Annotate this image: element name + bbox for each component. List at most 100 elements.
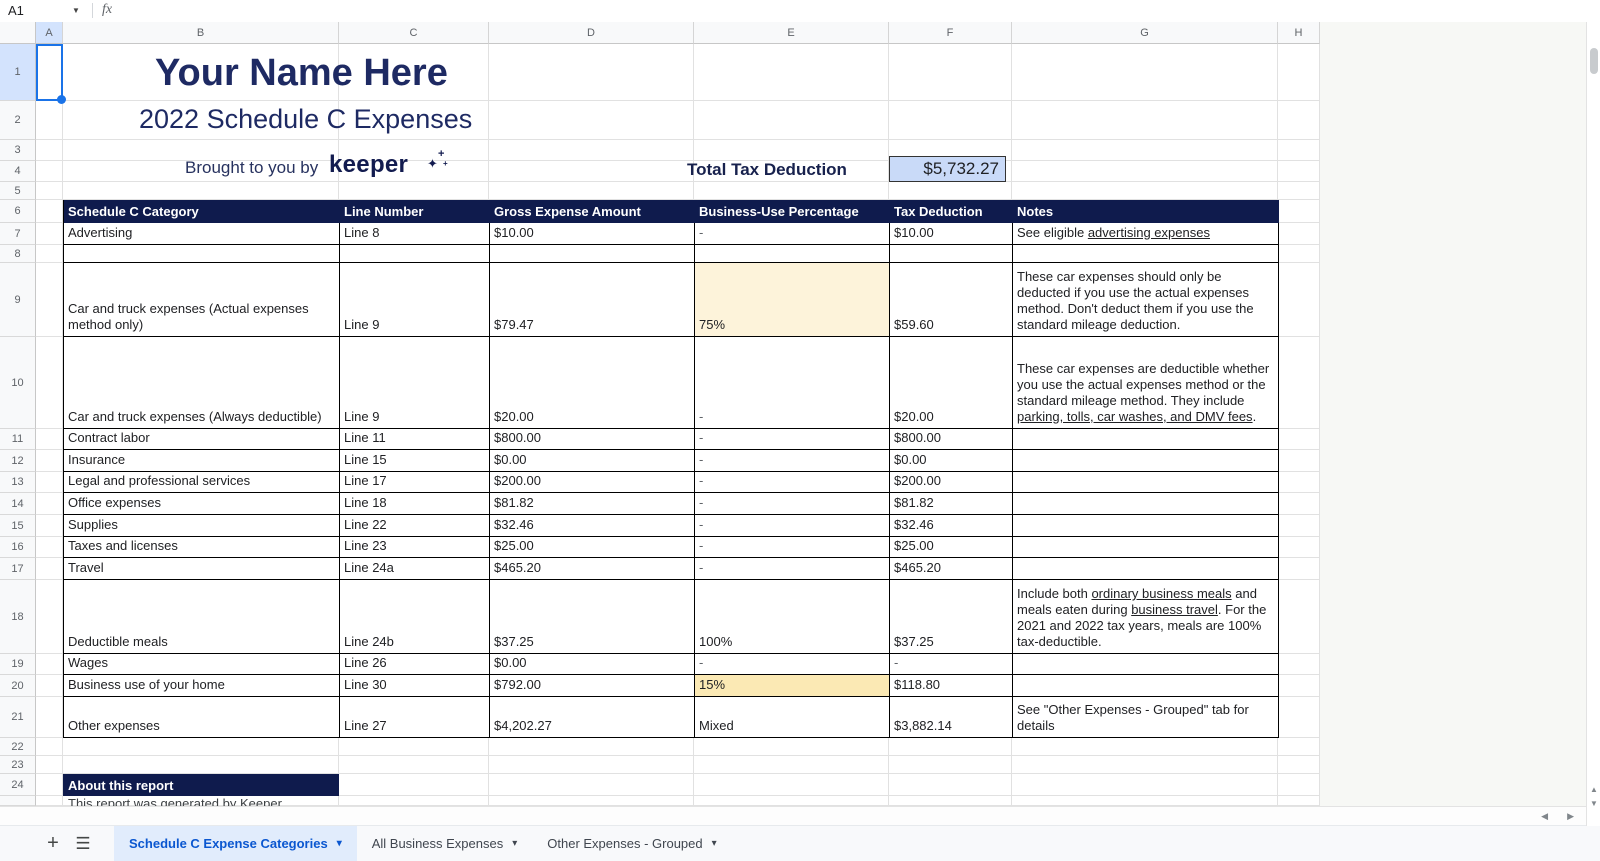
cell-category[interactable]: Deductible meals — [64, 580, 340, 654]
cell-line-number[interactable]: Line 11 — [340, 429, 490, 450]
row-header-12[interactable]: 12 — [0, 450, 36, 472]
cell-tax-deduction[interactable]: $20.00 — [890, 337, 1013, 429]
cell-category[interactable]: Legal and professional services — [64, 472, 340, 493]
note-link[interactable]: parking, tolls, car washes, and DMV fees — [1017, 409, 1253, 424]
row-header-14[interactable]: 14 — [0, 493, 36, 515]
row-header-8[interactable]: 8 — [0, 245, 36, 263]
row-header-7[interactable]: 7 — [0, 223, 36, 245]
cell-tax-deduction[interactable]: $37.25 — [890, 580, 1013, 654]
cell-tax-deduction[interactable]: $10.00 — [890, 223, 1013, 245]
cell-gross-expense[interactable]: $32.46 — [490, 515, 695, 537]
cell-business-use-pct[interactable]: 15% — [695, 675, 890, 697]
cell-business-use-pct[interactable]: Mixed — [695, 697, 890, 738]
cell-notes[interactable] — [1013, 537, 1279, 558]
cell-gross-expense[interactable]: $79.47 — [490, 263, 695, 337]
note-link[interactable]: business travel — [1131, 602, 1218, 617]
cell-notes[interactable]: See eligible advertising expenses — [1013, 223, 1279, 245]
column-header-d[interactable]: D — [489, 22, 694, 44]
row-header-13[interactable]: 13 — [0, 472, 36, 493]
tab-dropdown-icon[interactable]: ▾ — [711, 838, 717, 849]
note-link[interactable]: advertising expenses — [1087, 225, 1210, 240]
cell-line-number[interactable]: Line 24b — [340, 580, 490, 654]
cell-business-use-pct[interactable]: - — [695, 223, 890, 245]
cell-notes[interactable] — [1013, 472, 1279, 493]
row-header-11[interactable]: 11 — [0, 429, 36, 450]
cell-category[interactable]: Car and truck expenses (Actual expenses … — [64, 263, 340, 337]
cell-notes[interactable] — [1013, 245, 1279, 263]
cell-gross-expense[interactable]: $800.00 — [490, 429, 695, 450]
cell-notes[interactable] — [1013, 675, 1279, 697]
total-tax-deduction-value[interactable]: $5,732.27 — [889, 156, 1006, 182]
cell-business-use-pct[interactable]: 100% — [695, 580, 890, 654]
row-header-25[interactable] — [0, 796, 36, 806]
row-header-17[interactable]: 17 — [0, 558, 36, 580]
row-header-2[interactable]: 2 — [0, 101, 36, 140]
cell-business-use-pct[interactable] — [695, 245, 890, 263]
cell-gross-expense[interactable]: $465.20 — [490, 558, 695, 580]
note-link[interactable]: ordinary business meals — [1091, 586, 1232, 601]
row-header-6[interactable]: 6 — [0, 200, 36, 223]
cell-category[interactable]: Car and truck expenses (Always deductibl… — [64, 337, 340, 429]
cell-line-number[interactable]: Line 24a — [340, 558, 490, 580]
name-box[interactable]: A1 — [8, 3, 24, 18]
row-header-15[interactable]: 15 — [0, 515, 36, 537]
cell-notes[interactable]: These car expenses should only be deduct… — [1013, 263, 1279, 337]
cell-tax-deduction[interactable] — [890, 245, 1013, 263]
cell-tax-deduction[interactable]: $25.00 — [890, 537, 1013, 558]
cell-business-use-pct[interactable]: - — [695, 493, 890, 515]
cell-business-use-pct[interactable]: - — [695, 429, 890, 450]
column-header-a[interactable]: A — [36, 22, 63, 44]
cell-category[interactable]: Taxes and licenses — [64, 537, 340, 558]
column-header-h[interactable]: H — [1278, 22, 1320, 44]
row-header-1[interactable]: 1 — [0, 44, 36, 101]
vertical-scrollbar-thumb[interactable] — [1590, 48, 1598, 74]
cell-tax-deduction[interactable]: $800.00 — [890, 429, 1013, 450]
row-header-24[interactable]: 24 — [0, 774, 36, 796]
cell-gross-expense[interactable] — [490, 245, 695, 263]
cell-gross-expense[interactable]: $4,202.27 — [490, 697, 695, 738]
cell-line-number[interactable]: Line 23 — [340, 537, 490, 558]
cell-tax-deduction[interactable]: $81.82 — [890, 493, 1013, 515]
scroll-up-icon[interactable]: ▲ — [1590, 785, 1598, 794]
cell-line-number[interactable]: Line 9 — [340, 337, 490, 429]
tab-dropdown-icon[interactable]: ▾ — [336, 838, 342, 849]
cell-gross-expense[interactable]: $81.82 — [490, 493, 695, 515]
cell-business-use-pct[interactable]: - — [695, 654, 890, 675]
scroll-right-icon[interactable]: ▶ — [1567, 811, 1574, 821]
row-header-21[interactable]: 21 — [0, 697, 36, 738]
cell-tax-deduction[interactable]: - — [890, 654, 1013, 675]
cell-business-use-pct[interactable]: - — [695, 515, 890, 537]
cell-gross-expense[interactable]: $25.00 — [490, 537, 695, 558]
row-header-18[interactable]: 18 — [0, 580, 36, 654]
column-header-c[interactable]: C — [339, 22, 489, 44]
cell-category[interactable]: Office expenses — [64, 493, 340, 515]
scroll-left-icon[interactable]: ◀ — [1541, 811, 1548, 821]
add-sheet-button[interactable]: + — [47, 832, 59, 854]
cell-tax-deduction[interactable]: $59.60 — [890, 263, 1013, 337]
column-header-b[interactable]: B — [63, 22, 339, 44]
cell-gross-expense[interactable]: $792.00 — [490, 675, 695, 697]
cell-notes[interactable] — [1013, 450, 1279, 472]
cell-category[interactable]: Business use of your home — [64, 675, 340, 697]
cell-notes[interactable] — [1013, 515, 1279, 537]
cell-gross-expense[interactable]: $37.25 — [490, 580, 695, 654]
row-header-9[interactable]: 9 — [0, 263, 36, 337]
row-header-23[interactable]: 23 — [0, 756, 36, 774]
cell-line-number[interactable]: Line 8 — [340, 223, 490, 245]
tab-all-business-expenses[interactable]: All Business Expenses ▾ — [357, 826, 533, 861]
cell-tax-deduction[interactable]: $32.46 — [890, 515, 1013, 537]
cell-business-use-pct[interactable]: - — [695, 450, 890, 472]
cell-line-number[interactable]: Line 30 — [340, 675, 490, 697]
cell-category[interactable]: Advertising — [64, 223, 340, 245]
cell-tax-deduction[interactable]: $3,882.14 — [890, 697, 1013, 738]
cell-tax-deduction[interactable]: $465.20 — [890, 558, 1013, 580]
cell-gross-expense[interactable]: $0.00 — [490, 450, 695, 472]
column-header-g[interactable]: G — [1012, 22, 1278, 44]
row-header-22[interactable]: 22 — [0, 738, 36, 756]
cell-notes[interactable] — [1013, 558, 1279, 580]
cell-notes[interactable]: Include both ordinary business meals and… — [1013, 580, 1279, 654]
row-header-16[interactable]: 16 — [0, 537, 36, 558]
cell-category[interactable]: Contract labor — [64, 429, 340, 450]
sheet-grid[interactable]: Your Name Here 2022 Schedule C Expenses … — [36, 44, 1320, 806]
cell-gross-expense[interactable]: $10.00 — [490, 223, 695, 245]
